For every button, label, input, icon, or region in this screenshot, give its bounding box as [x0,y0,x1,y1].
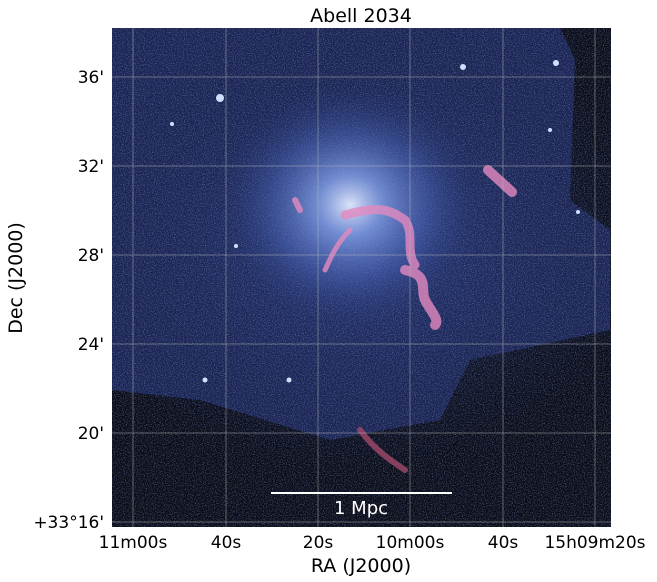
title: Abell 2034 [310,5,412,27]
y-tick-label: 28' [78,246,104,266]
scale-bar-label: 1 Mpc [334,498,388,519]
x-tick-label: 40s [488,533,519,553]
tick-labels: 11m00s 40s 20s 10m00s 40s 15h09m20s 36' 32' 28' 2… [33,68,645,553]
y-axis-label: Dec (J2000) [5,222,27,334]
x-tick-label: 20s [303,533,334,553]
y-tick-label: 24' [78,335,104,355]
y-tick-label: +33°16' [33,513,104,533]
x-tick-label: 10m00s [376,533,445,553]
x-tick-label: 40s [211,533,242,553]
coordinate-grid [112,28,611,527]
y-tick-label: 32' [78,157,104,177]
y-tick-label: 20' [78,424,104,444]
x-axis-label: RA (J2000) [311,555,411,577]
x-tick-label: 15h09m20s [544,533,645,553]
y-tick-label: 36' [78,68,104,88]
x-tick-label: 11m00s [99,533,168,553]
sky-image [112,28,611,527]
